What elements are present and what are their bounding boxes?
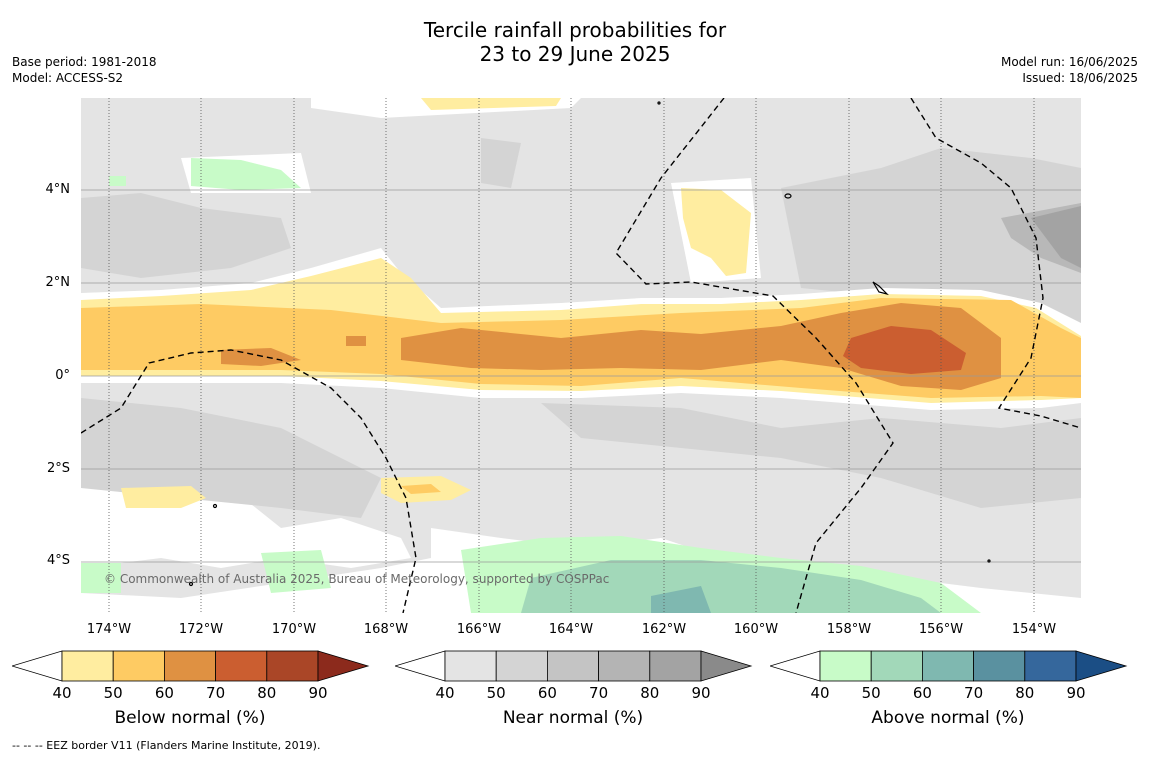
map-title: Tercile rainfall probabilities for 23 to…: [0, 18, 1150, 66]
below-normal-70-80: [843, 326, 966, 374]
colorbar-title-above: Above normal (%): [871, 708, 1025, 728]
colorbar-title-below: Below normal (%): [114, 708, 266, 728]
colorbar-segment: [870, 650, 923, 682]
lon-tick: 164°W: [548, 622, 594, 637]
colorbar-below-normal: [12, 650, 370, 682]
colorbar-segment: [495, 650, 548, 682]
grey-patch: [541, 403, 1081, 508]
lon-tick: 174°W: [86, 622, 132, 637]
eez-footnote: -- -- -- EEZ border V11 (Flanders Marine…: [12, 739, 321, 752]
colorbar-extend-high: [1075, 650, 1128, 682]
colorbar-extend-high: [700, 650, 753, 682]
lon-tick: 162°W: [641, 622, 687, 637]
colorbar-segment: [215, 650, 268, 682]
probability-map: [81, 98, 1081, 613]
lat-tick: 4°N: [45, 182, 71, 197]
colorbar-segment: [921, 650, 974, 682]
colorbar-tick-label: 40: [52, 684, 72, 702]
colorbar-extend-low: [770, 650, 821, 682]
colorbar-tick-label: 70: [589, 684, 609, 702]
issued-label: Issued: 18/06/2025: [1022, 71, 1138, 85]
latitude-gridlines: [81, 189, 1081, 563]
colorbar-tick-label: 50: [861, 684, 881, 702]
islands: [188, 101, 991, 587]
below-normal-south: [121, 486, 206, 508]
colorbar-segment: [598, 650, 651, 682]
longitude-gridlines: [108, 98, 1035, 613]
colorbar-segment: [973, 650, 1026, 682]
title-line-1: Tercile rainfall probabilities for: [423, 18, 727, 42]
title-line-2: 23 to 29 June 2025: [479, 42, 671, 66]
colorbar-segment: [819, 650, 872, 682]
colorbar-tick-label: 50: [486, 684, 506, 702]
lat-tick: 4°S: [46, 553, 70, 568]
colorbar-tick-label: 90: [1066, 684, 1086, 702]
colorbar-tick-label: 60: [154, 684, 174, 702]
colorbar-segment: [546, 650, 599, 682]
colorbar-segment: [649, 650, 702, 682]
below-normal-south-3: [401, 484, 441, 494]
below-normal-60-70: [401, 303, 1001, 390]
colorbar-title-near: Near normal (%): [502, 708, 644, 728]
colorbar-extend-low: [395, 650, 446, 682]
meta-left: Base period: 1981-2018 Model: ACCESS-S2: [12, 54, 157, 86]
colorbar-tick-label: 70: [206, 684, 226, 702]
colorbar-tick-label: 70: [964, 684, 984, 702]
colorbar-tick-label: 80: [640, 684, 660, 702]
grey-patch: [481, 138, 521, 188]
lon-tick: 170°W: [271, 622, 317, 637]
model-label: Model: ACCESS-S2: [12, 71, 124, 85]
lat-tick: 2°N: [45, 275, 71, 290]
grey-patch: [81, 193, 291, 278]
colorbar-tick-label: 80: [257, 684, 277, 702]
lon-tick: 158°W: [826, 622, 872, 637]
lon-tick: 156°W: [918, 622, 964, 637]
lon-tick: 166°W: [456, 622, 502, 637]
colorbar-segment: [1024, 650, 1077, 682]
below-normal-top: [421, 98, 561, 110]
lat-tick: 0°: [55, 368, 70, 383]
lon-tick: 168°W: [363, 622, 409, 637]
grey-patch-darker: [1031, 206, 1081, 268]
above-normal-50-60: [521, 560, 941, 613]
above-normal-small: [109, 176, 126, 186]
colorbar-extend-low: [12, 650, 63, 682]
lat-tick: 2°S: [46, 461, 70, 476]
map-svg: [81, 98, 1081, 613]
above-normal-sw: [81, 563, 121, 593]
colorbar-tick-label: 40: [435, 684, 455, 702]
colorbar-tick-label: 40: [810, 684, 830, 702]
below-normal-patch: [346, 336, 366, 346]
colorbar-above-normal: [770, 650, 1128, 682]
lon-tick: 172°W: [178, 622, 224, 637]
model-run-label: Model run: 16/06/2025: [1000, 55, 1138, 69]
colorbar-segment: [266, 650, 319, 682]
colorbar-segment: [61, 650, 114, 682]
colorbar-segment: [112, 650, 165, 682]
colorbar-tick-label: 90: [308, 684, 328, 702]
above-normal-nw: [191, 158, 301, 190]
meta-right: Model run: 16/06/2025 Issued: 18/06/2025: [1001, 54, 1138, 86]
colorbar-tick-label: 80: [1015, 684, 1035, 702]
copyright-note: © Commonwealth of Australia 2025, Bureau…: [104, 572, 610, 586]
above-normal-60-70: [651, 586, 711, 613]
colorbar-tick-label: 50: [103, 684, 123, 702]
eez-borders: [81, 98, 1081, 613]
lon-tick: 154°W: [1011, 622, 1057, 637]
colorbar-extend-high: [317, 650, 370, 682]
colorbar-tick-label: 60: [537, 684, 557, 702]
colorbar-near-normal: [395, 650, 753, 682]
colorbar-segment: [444, 650, 497, 682]
above-normal-s: [261, 550, 331, 593]
below-normal-north: [681, 188, 751, 276]
base-period-label: Base period: 1981-2018: [12, 55, 157, 69]
lon-tick: 160°W: [733, 622, 779, 637]
colorbar-tick-label: 60: [912, 684, 932, 702]
colorbar-tick-label: 90: [691, 684, 711, 702]
colorbar-segment: [163, 650, 216, 682]
